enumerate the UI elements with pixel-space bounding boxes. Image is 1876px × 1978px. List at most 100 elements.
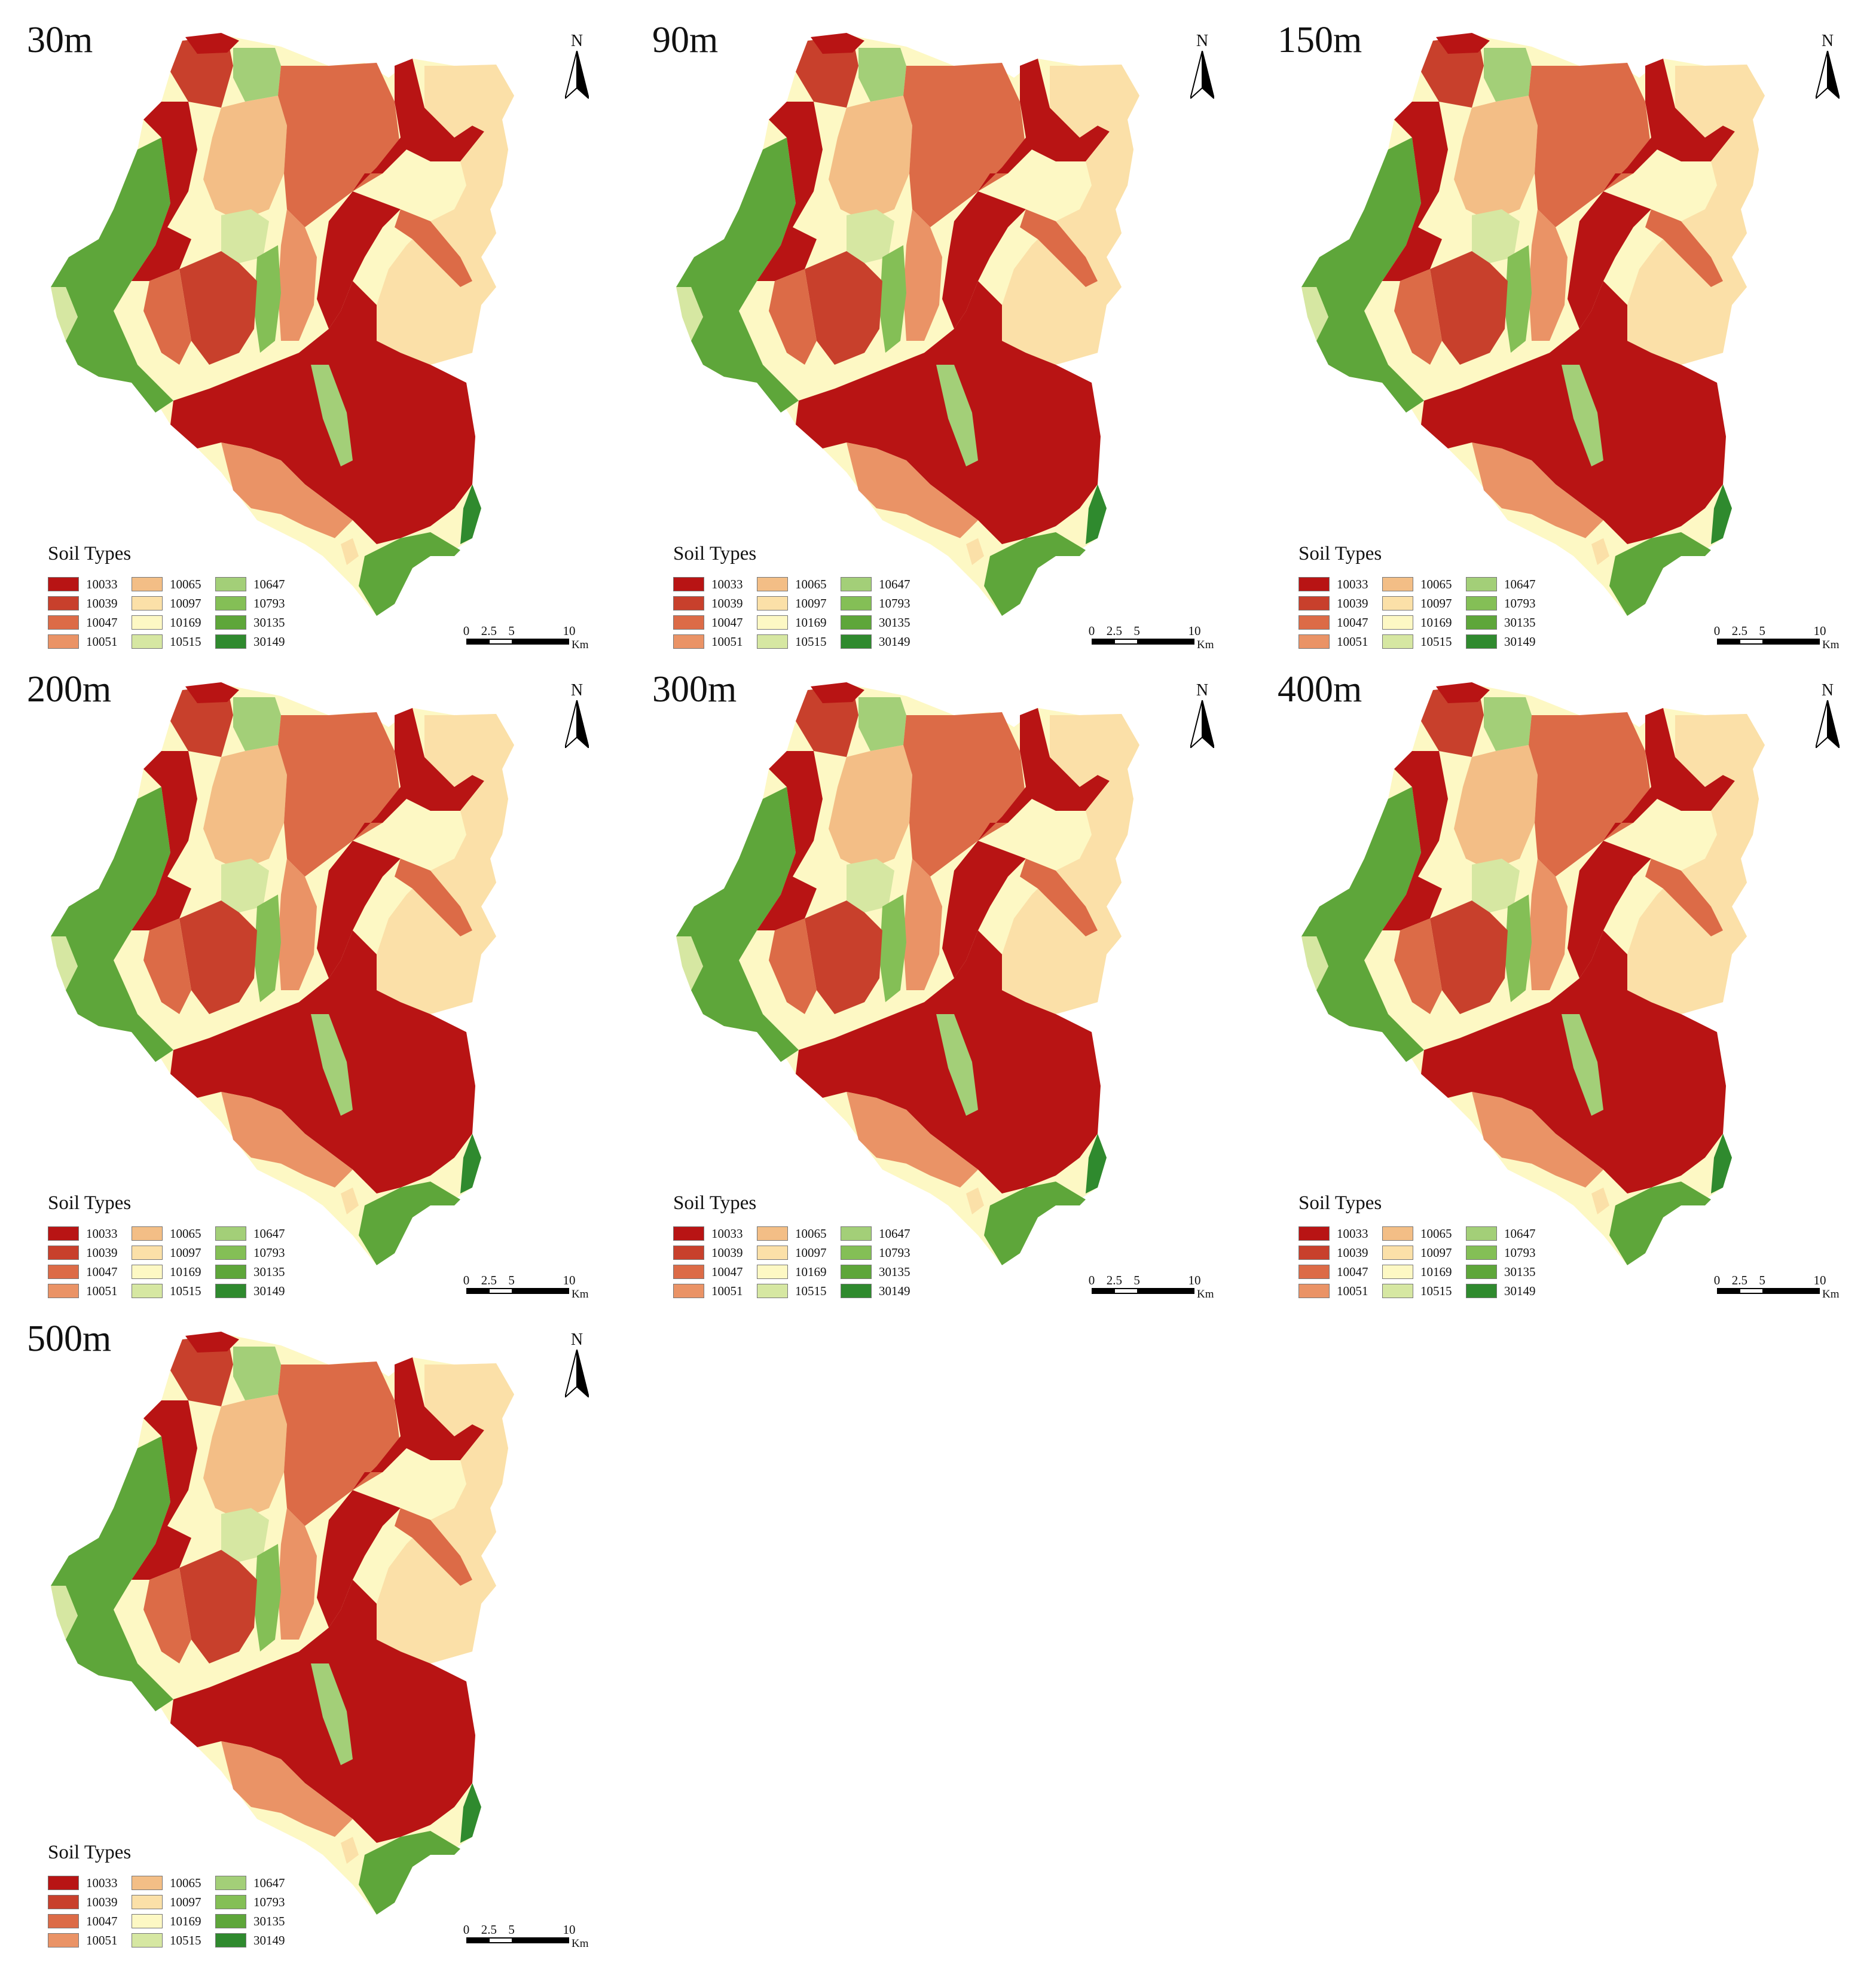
legend-label: 10033	[1337, 1226, 1368, 1241]
region-10051-center	[278, 859, 317, 990]
scale-bar: Km 0 2.5 5 10	[1088, 624, 1247, 651]
legend-item-10047: 10047	[1298, 613, 1382, 632]
region-10647-south	[311, 365, 353, 466]
legend-title: Soil Types	[673, 1192, 757, 1214]
legend-swatch	[132, 596, 163, 611]
north-label: N	[1821, 32, 1834, 50]
region-10647	[1484, 697, 1532, 751]
legend-swatch	[1382, 1246, 1413, 1260]
panel-title: 150m	[1278, 20, 1362, 60]
legend-item-10793: 10793	[1466, 594, 1550, 613]
legend-label: 30149	[253, 1933, 285, 1948]
legend-label: 10169	[170, 1264, 201, 1279]
legend-swatch	[1298, 596, 1330, 611]
region-10047-diag	[395, 859, 472, 936]
region-10097-east	[377, 65, 514, 365]
north-label: N	[1196, 32, 1209, 50]
region-10039-nw	[170, 1335, 233, 1406]
legend-label: 10515	[170, 1933, 201, 1948]
scale-tick-label: 10	[1813, 624, 1826, 638]
legend-label: 30149	[253, 634, 285, 649]
scale-tick-label: 0	[463, 624, 470, 638]
region-10051-south	[1472, 442, 1603, 538]
legend-title: Soil Types	[1298, 543, 1382, 564]
legend-swatch	[48, 1246, 79, 1260]
legend-swatch	[48, 615, 79, 630]
legend-item-10647: 10647	[841, 575, 924, 594]
legend-item-10097: 10097	[1382, 1243, 1466, 1262]
legend-swatch	[215, 1876, 246, 1890]
north-arrow-icon	[565, 51, 589, 99]
legend-item-10065: 10065	[757, 575, 841, 594]
region-10065	[203, 96, 287, 221]
legend-item-10647: 10647	[1466, 575, 1550, 594]
legend-swatch	[1466, 1226, 1497, 1241]
region-30149	[460, 1783, 481, 1843]
region-10051-center	[1529, 859, 1568, 990]
legend-swatch	[1382, 577, 1413, 591]
region-10793	[254, 1544, 281, 1652]
legend-item-10169: 10169	[1382, 613, 1466, 632]
legend-item-10097: 10097	[132, 1892, 215, 1912]
soil-map	[51, 33, 514, 616]
north-arrow-icon	[1816, 700, 1840, 748]
scale-bar: Km 0 2.5 5 10	[463, 1273, 622, 1301]
region-10039-nw	[796, 36, 858, 108]
region-10515-center	[847, 209, 894, 263]
legend: Soil Types 10033 10039 10047 10051 10065 1009…	[1298, 1193, 1573, 1301]
legend-swatch	[841, 634, 872, 649]
region-30135	[51, 787, 173, 1062]
region-10033-west	[1382, 751, 1448, 930]
legend-item-10793: 10793	[215, 1892, 299, 1912]
legend-item-10097: 10097	[1382, 594, 1466, 613]
region-10097-east	[1002, 714, 1139, 1014]
scale-tick-label: 2.5	[1106, 1273, 1122, 1287]
scale-tick-label: 0	[1088, 624, 1095, 638]
legend-label: 10039	[1337, 596, 1368, 611]
region-30135	[51, 1436, 173, 1711]
scale-tick-label: 2.5	[1731, 624, 1747, 638]
region-10097-south	[341, 538, 359, 565]
legend-swatch	[841, 615, 872, 630]
legend-label: 10793	[253, 596, 285, 611]
region-10033-west	[757, 751, 823, 930]
north-arrow: N	[559, 33, 595, 99]
legend-item-10097: 10097	[757, 594, 841, 613]
region-10047-diag	[395, 209, 472, 287]
region-30149	[1086, 1134, 1107, 1193]
scale-tick-label: 0	[1713, 1273, 1721, 1287]
legend-label: 10169	[1420, 1264, 1452, 1279]
legend-item-10051: 10051	[48, 632, 132, 651]
legend-label: 10169	[795, 615, 827, 630]
legend-item-30149: 30149	[1466, 632, 1550, 651]
legend-item-10793: 10793	[841, 1243, 924, 1262]
legend-label: 30149	[879, 634, 910, 649]
legend-label: 10033	[711, 576, 743, 591]
legend-swatch	[215, 596, 246, 611]
legend-swatch	[1298, 1226, 1330, 1241]
scale-tick-label: 5	[508, 1273, 515, 1287]
legend-item-10515: 10515	[132, 632, 215, 651]
legend-item-30135: 30135	[841, 613, 924, 632]
legend-label: 10047	[1337, 1264, 1368, 1279]
legend-item-10065: 10065	[1382, 575, 1466, 594]
scale-bar-graphic	[1092, 639, 1194, 645]
legend-label: 10065	[1420, 1226, 1452, 1241]
legend-swatch	[215, 577, 246, 591]
legend-item-10047: 10047	[48, 1912, 132, 1931]
map-panel-30m: 30m	[0, 0, 625, 651]
region-10047-diag	[1020, 209, 1098, 287]
legend-swatch	[215, 1933, 246, 1948]
legend-item-10647: 10647	[215, 1873, 299, 1892]
legend-item-30149: 30149	[215, 1931, 299, 1950]
legend-swatch	[132, 577, 163, 591]
legend-swatch	[48, 1914, 79, 1928]
scale-tick-label: 2.5	[1731, 1273, 1747, 1287]
legend-label: 10039	[86, 596, 118, 611]
legend-swatch	[1382, 615, 1413, 630]
panel-title: 300m	[652, 669, 737, 710]
legend-swatch	[48, 1284, 79, 1298]
legend-label: 10647	[879, 1226, 910, 1241]
region-30135	[1301, 138, 1424, 413]
north-label: N	[570, 681, 583, 700]
